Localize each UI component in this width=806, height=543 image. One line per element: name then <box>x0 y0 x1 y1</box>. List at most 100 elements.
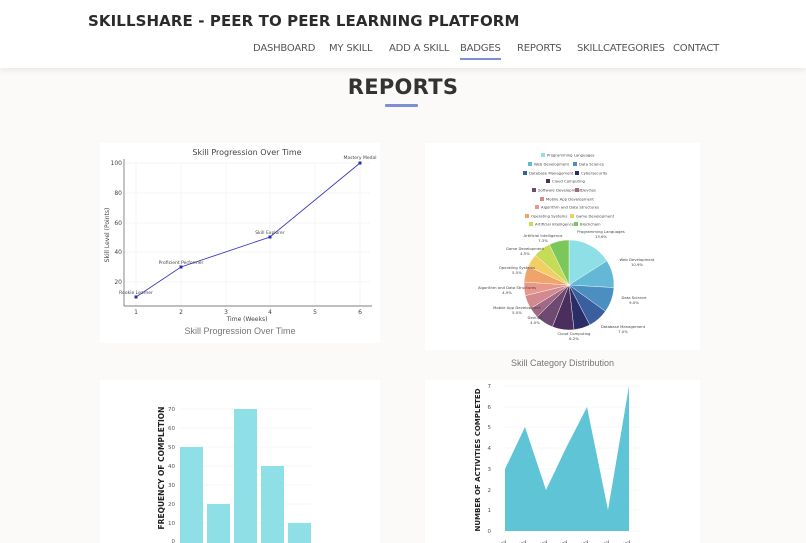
svg-text:7: 7 <box>488 384 492 390</box>
x-axis-label: Time (Weeks) <box>226 316 268 323</box>
nav-my-skill[interactable]: MY SKILL <box>329 43 373 54</box>
category-chart-card: Programming Languages Web Development Da… <box>425 143 700 368</box>
svg-text:9.0%: 9.0% <box>629 300 639 305</box>
svg-text:2: 2 <box>488 488 492 494</box>
svg-text:Mobile App Development: Mobile App Development <box>493 305 541 310</box>
svg-text:7.0%: 7.0% <box>618 329 628 334</box>
site-header: SKILLSHARE - PEER TO PEER LEARNING PLATF… <box>0 0 806 68</box>
nav-contact[interactable]: CONTACT <box>673 43 720 54</box>
svg-text:8.2%: 8.2% <box>569 336 579 341</box>
svg-text:5: 5 <box>313 309 317 316</box>
svg-text:2: 2 <box>179 309 183 316</box>
title-underline <box>385 104 418 107</box>
svg-text:Cybersecurity: Cybersecurity <box>581 171 608 176</box>
brand-title: SKILLSHARE - PEER TO PEER LEARNING PLATF… <box>88 12 520 30</box>
svg-text:Thursday: Thursday <box>546 539 569 543</box>
svg-text:Cloud Computing: Cloud Computing <box>552 179 585 184</box>
svg-text:Web Development: Web Development <box>619 257 655 262</box>
category-caption: Skill Category Distribution <box>510 358 615 368</box>
svg-text:Operating Systems: Operating Systems <box>531 214 567 219</box>
svg-text:Mobile App Development: Mobile App Development <box>546 197 594 202</box>
page-title: REPORTS <box>347 75 459 99</box>
nav-skillcategories[interactable]: SKILLCATEGORIES <box>577 43 665 54</box>
svg-text:50: 50 <box>168 445 175 451</box>
svg-text:DevOps: DevOps <box>528 315 543 320</box>
svg-text:40: 40 <box>114 249 122 256</box>
progression-caption: Skill Progression Over Time <box>184 326 296 336</box>
category-pie-chart: Programming Languages Web Development Da… <box>478 153 655 342</box>
svg-text:Friday: Friday <box>574 539 590 543</box>
nav-badges[interactable]: BADGES <box>460 43 501 60</box>
svg-text:5.0%: 5.0% <box>512 310 522 315</box>
nav-dashboard[interactable]: DASHBOARD <box>253 43 316 54</box>
svg-text:40: 40 <box>168 464 175 470</box>
svg-text:Artificial Intelligence: Artificial Intelligence <box>524 233 564 238</box>
svg-text:Algorithm and Data Structures: Algorithm and Data Structures <box>541 205 599 210</box>
svg-text:70: 70 <box>168 407 175 413</box>
svg-text:Algorithm and Data Structures: Algorithm and Data Structures <box>478 285 536 290</box>
y-axis-label: NUMBER OF ACTIVITIES COMPLETED <box>474 388 482 531</box>
svg-text:4.9%: 4.9% <box>502 290 512 295</box>
annotation: Rookie Learner <box>119 290 153 296</box>
annotation: Mastery Medal <box>344 155 377 161</box>
svg-text:Programming Languages: Programming Languages <box>547 153 595 158</box>
svg-text:10: 10 <box>168 521 175 527</box>
svg-text:4: 4 <box>268 309 272 316</box>
nav-reports[interactable]: REPORTS <box>517 43 562 54</box>
svg-text:5: 5 <box>488 425 492 431</box>
svg-text:6: 6 <box>488 405 492 411</box>
svg-text:3: 3 <box>224 309 228 316</box>
svg-text:DevOps: DevOps <box>581 188 596 193</box>
svg-text:5.5%: 5.5% <box>512 270 522 275</box>
svg-text:Artificial Intelligence: Artificial Intelligence <box>535 222 575 227</box>
svg-text:80: 80 <box>114 190 122 197</box>
svg-text:4: 4 <box>488 446 492 452</box>
progression-line-chart: Skill Progression Over Time 10080604020 … <box>104 148 377 323</box>
svg-text:100: 100 <box>111 160 123 167</box>
annotation: Proficient Performer <box>159 260 204 266</box>
svg-text:1: 1 <box>488 508 492 514</box>
svg-text:Sunday: Sunday <box>613 539 632 543</box>
svg-text:1: 1 <box>134 309 138 316</box>
svg-text:Software Development: Software Development <box>538 188 582 193</box>
y-axis-label: Skill Level (Points) <box>104 208 111 263</box>
progression-chart-card: Skill Progression Over Time 100 80 60 40 20 … <box>100 143 380 343</box>
svg-text:3: 3 <box>488 467 492 473</box>
y-axis-label: FREQUENCY OF COMPLETION <box>157 407 166 530</box>
chart-title: Skill Progression Over Time <box>192 148 301 157</box>
svg-text:Database Management: Database Management <box>601 324 646 329</box>
annotation: Skill Explorer <box>255 230 285 236</box>
svg-text:Programming Languages: Programming Languages <box>577 229 625 234</box>
svg-text:60: 60 <box>114 220 122 227</box>
svg-text:Tuesday: Tuesday <box>507 539 528 543</box>
svg-text:4.0%: 4.0% <box>530 320 540 325</box>
svg-text:10.9%: 10.9% <box>631 262 643 267</box>
svg-text:Monday: Monday <box>489 539 509 543</box>
svg-text:Data Science: Data Science <box>622 295 648 300</box>
svg-text:Database Management: Database Management <box>529 171 574 176</box>
svg-text:Cloud Computing: Cloud Computing <box>558 331 591 336</box>
svg-text:Web Development: Web Development <box>534 162 570 167</box>
svg-text:Data Science: Data Science <box>579 162 605 167</box>
svg-text:0: 0 <box>488 529 492 535</box>
main-nav: DASHBOARD MY SKILL ADD A SKILL BADGES RE… <box>0 43 806 63</box>
svg-text:30: 30 <box>168 483 175 489</box>
svg-text:7.3%: 7.3% <box>538 238 548 243</box>
svg-text:Saturday: Saturday <box>589 539 611 543</box>
svg-text:60: 60 <box>168 426 175 432</box>
svg-text:Game Development: Game Development <box>576 214 615 219</box>
svg-text:20: 20 <box>168 502 175 508</box>
svg-text:6: 6 <box>358 309 362 316</box>
svg-text:4.5%: 4.5% <box>520 251 530 256</box>
svg-text:Game Development: Game Development <box>506 246 545 251</box>
svg-text:Blockchain: Blockchain <box>580 222 601 227</box>
svg-text:0: 0 <box>172 539 176 543</box>
svg-text:13.6%: 13.6% <box>595 234 607 239</box>
completion-chart-card: 70 60 50 40 30 20 10 0 FREQUENCY OF COMPLETION <box>100 380 380 543</box>
svg-text:Operating Systems: Operating Systems <box>499 265 535 270</box>
completion-bar-chart: 70 60 50 40 30 20 10 0 FREQUENCY OF COMPLETION <box>157 407 312 543</box>
nav-add-a-skill[interactable]: ADD A SKILL <box>389 43 450 54</box>
svg-text:20: 20 <box>114 279 122 286</box>
